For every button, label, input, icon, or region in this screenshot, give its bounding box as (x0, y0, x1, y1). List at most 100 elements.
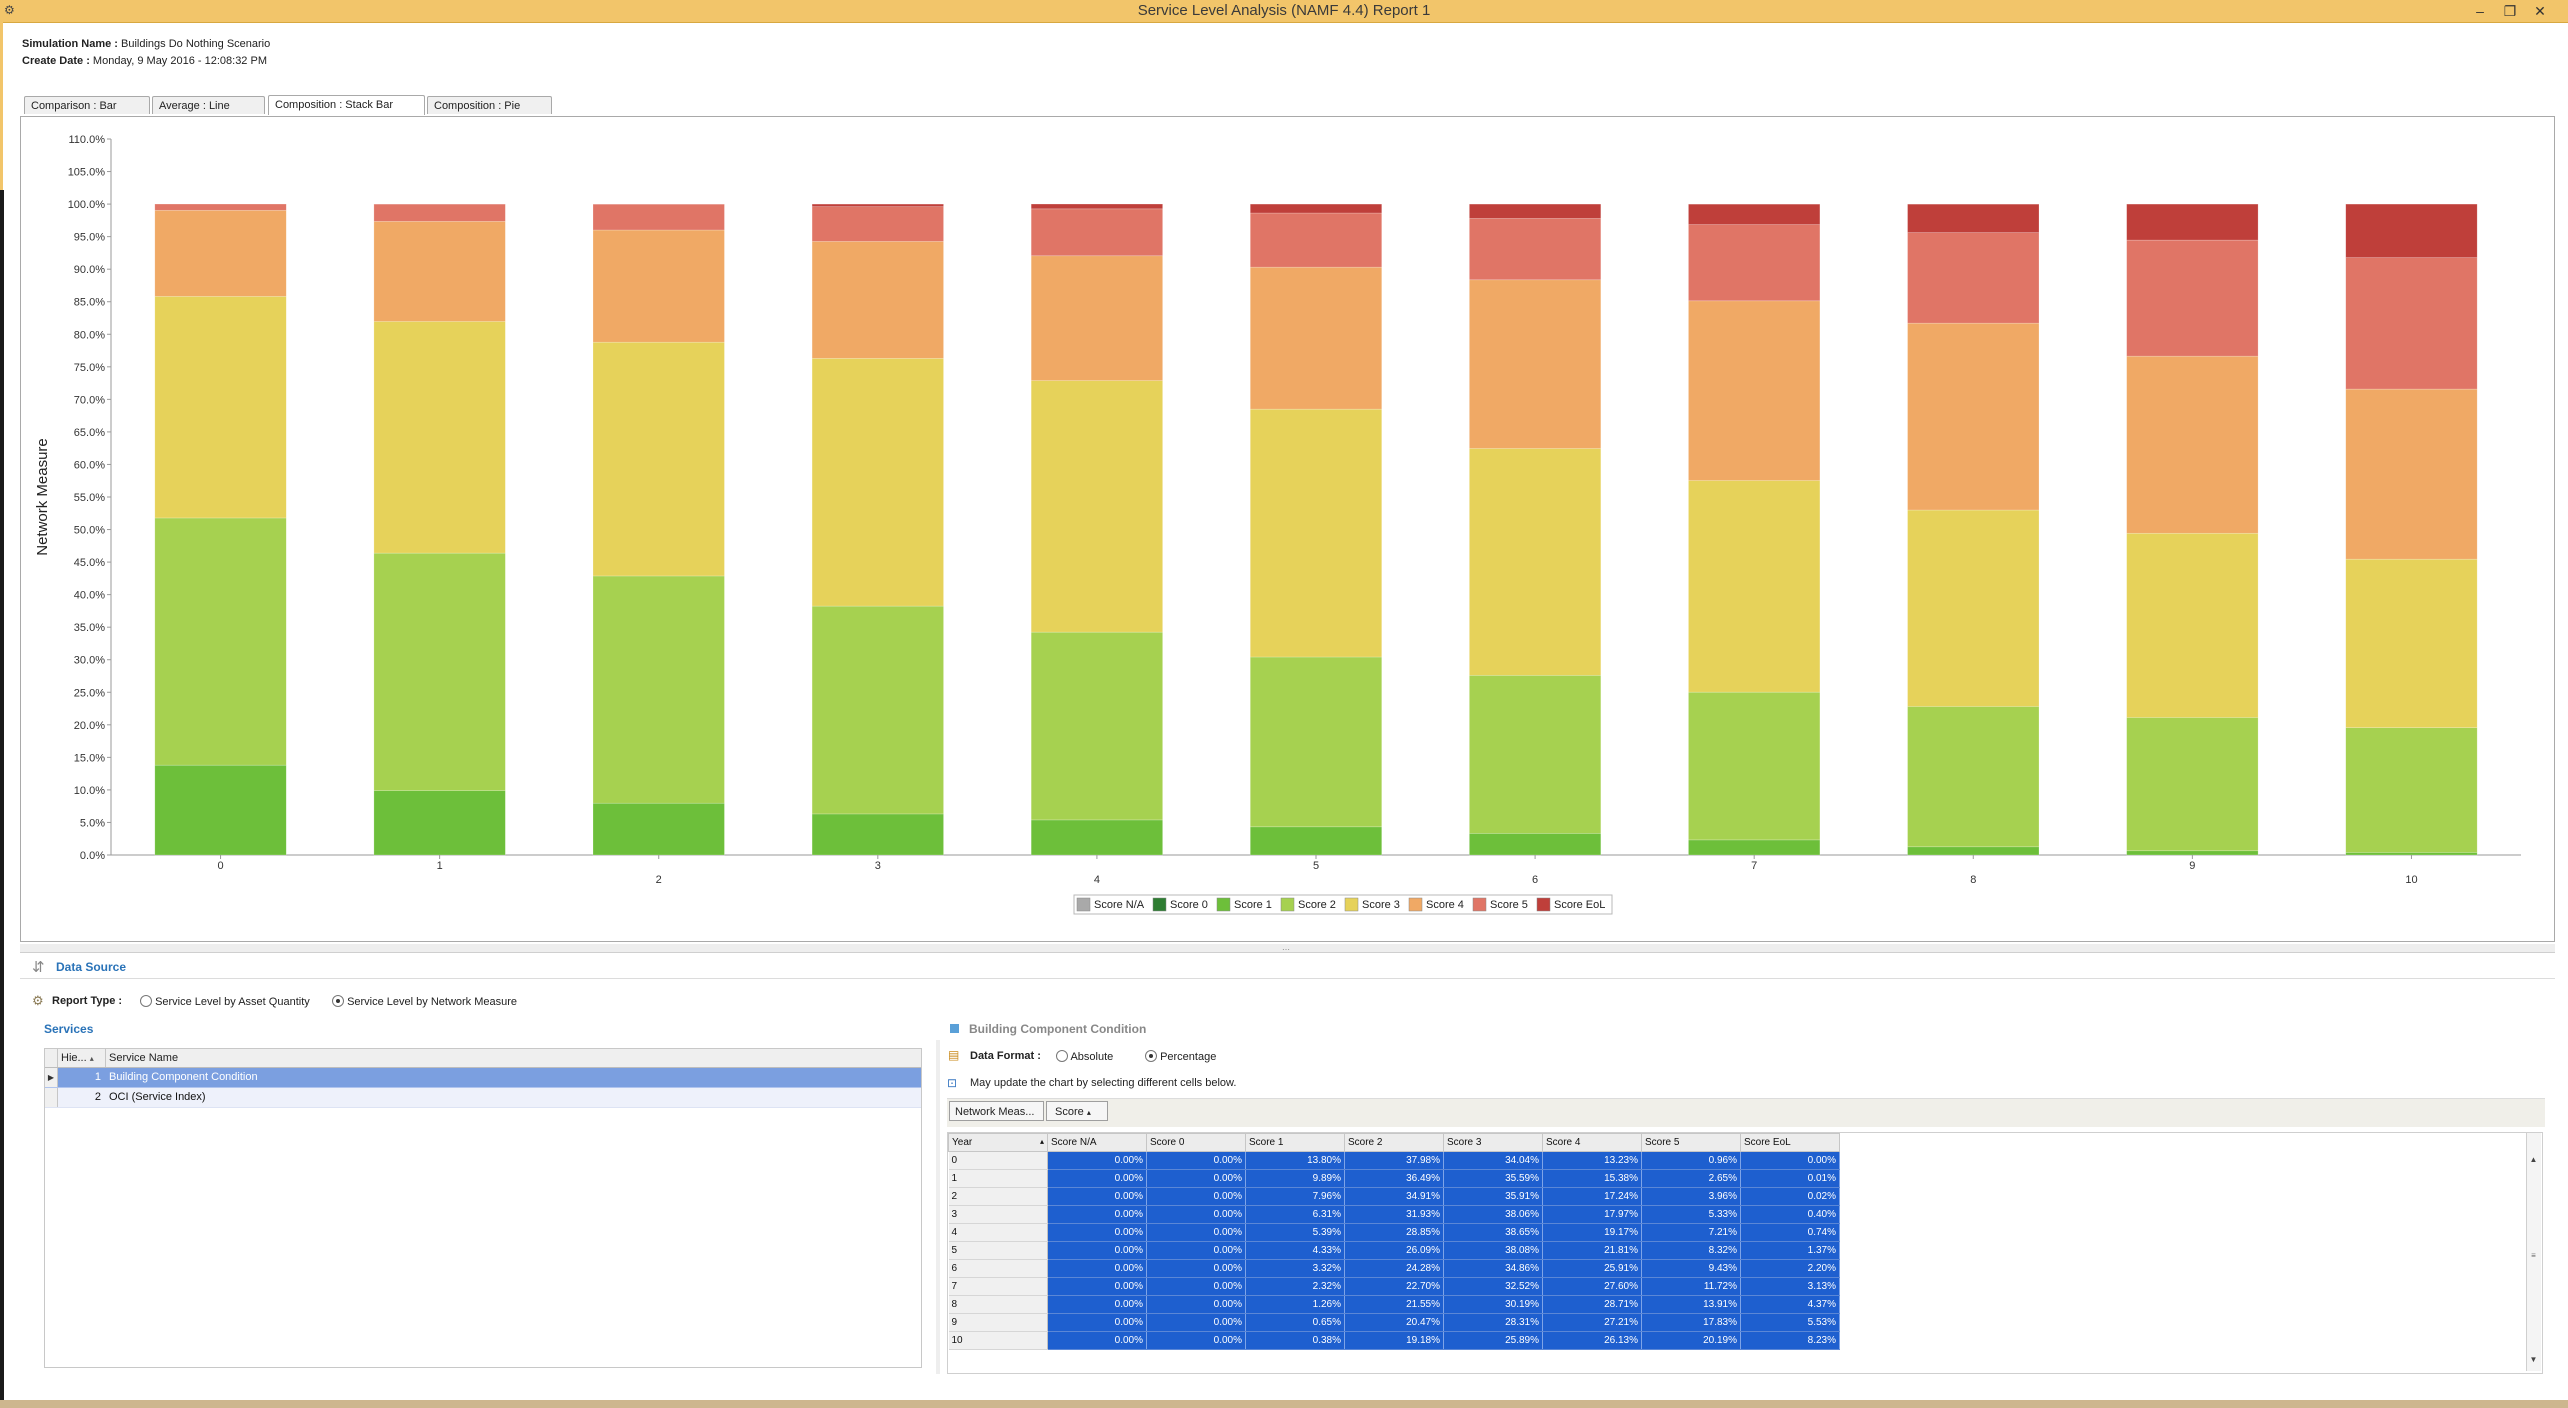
table-row[interactable]: 10 0.00% 0.00% 0.38% 19.18% 25.89% 26.13% 20.19… (948, 1331, 1840, 1350)
row-header-year[interactable]: 10 (948, 1331, 1048, 1350)
table-cell[interactable]: 13.80% (1245, 1151, 1345, 1170)
table-cell[interactable]: 0.00% (1047, 1277, 1147, 1296)
bar-segment[interactable] (154, 764, 287, 856)
column-header-hierarchy[interactable]: Hie... ▴ (59, 1049, 106, 1067)
bar-segment[interactable] (1688, 839, 1821, 856)
table-cell[interactable]: 2.32% (1245, 1277, 1345, 1296)
table-row[interactable]: 3 0.00% 0.00% 6.31% 31.93% 38.06% 17.97% 5.33% 0… (948, 1205, 1840, 1224)
table-cell[interactable]: 26.09% (1344, 1241, 1444, 1260)
bar-segment[interactable] (1688, 480, 1821, 693)
bar-segment[interactable] (811, 813, 944, 856)
table-row[interactable]: 0 0.00% 0.00% 13.80% 37.98% 34.04% 13.23% 0.96%… (948, 1151, 1840, 1170)
bar-segment[interactable] (373, 321, 506, 554)
table-cell[interactable]: 0.00% (1047, 1295, 1147, 1314)
bar-segment[interactable] (2126, 355, 2259, 534)
bar-segment[interactable] (1469, 203, 1602, 219)
table-cell[interactable]: 19.18% (1344, 1331, 1444, 1350)
bar-segment[interactable] (1469, 448, 1602, 676)
bar-segment[interactable] (592, 229, 725, 343)
bar-segment[interactable] (592, 341, 725, 577)
collapse-icon[interactable]: ⇵ (32, 959, 45, 976)
row-header-year[interactable]: 0 (948, 1151, 1048, 1170)
table-cell[interactable]: 0.38% (1245, 1331, 1345, 1350)
table-cell[interactable]: 28.31% (1443, 1313, 1543, 1332)
table-row[interactable]: 8 0.00% 0.00% 1.26% 21.55% 30.19% 28.71% 13.91%… (948, 1295, 1840, 1314)
table-cell[interactable]: 15.38% (1542, 1169, 1642, 1188)
table-cell[interactable]: 7.96% (1245, 1187, 1345, 1206)
bar-segment[interactable] (811, 241, 944, 359)
bar-segment[interactable] (1907, 322, 2040, 511)
bar-segment[interactable] (1688, 203, 1821, 225)
minimize-button[interactable]: – (2476, 3, 2484, 19)
tab-bar-chart[interactable]: Comparison : Bar Chart (24, 96, 150, 130)
table-cell[interactable]: 37.98% (1344, 1151, 1444, 1170)
bar-segment[interactable] (1907, 706, 2040, 848)
column-header-score[interactable]: Score 2 (1344, 1133, 1444, 1152)
table-cell[interactable]: 0.00% (1146, 1151, 1246, 1170)
table-cell[interactable]: 0.00% (1047, 1241, 1147, 1260)
option-network-measure[interactable]: Service Level by Network Measure (332, 995, 517, 1008)
bar-segment[interactable] (1030, 203, 1163, 210)
bar-segment[interactable] (373, 552, 506, 791)
table-cell[interactable]: 13.23% (1542, 1151, 1642, 1170)
table-cell[interactable]: 21.81% (1542, 1241, 1642, 1260)
table-cell[interactable]: 4.37% (1740, 1295, 1840, 1314)
table-row[interactable]: 4 0.00% 0.00% 5.39% 28.85% 38.65% 19.17% 7.21% 0… (948, 1223, 1840, 1242)
table-cell[interactable]: 34.86% (1443, 1259, 1543, 1278)
table-cell[interactable]: 0.00% (1047, 1223, 1147, 1242)
table-cell[interactable]: 22.70% (1344, 1277, 1444, 1296)
table-cell[interactable]: 0.00% (1146, 1169, 1246, 1188)
bar-segment[interactable] (2126, 203, 2259, 241)
bar-segment[interactable] (1249, 826, 1383, 856)
bar-segment[interactable] (2126, 850, 2259, 856)
table-cell[interactable]: 5.53% (1740, 1313, 1840, 1332)
option-asset-quantity[interactable]: Service Level by Asset Quantity (140, 995, 310, 1008)
bar-segment[interactable] (1469, 279, 1602, 449)
bar-segment[interactable] (1907, 203, 2040, 233)
bar-segment[interactable] (373, 790, 506, 856)
table-cell[interactable]: 28.71% (1542, 1295, 1642, 1314)
table-cell[interactable]: 0.00% (1146, 1277, 1246, 1296)
table-cell[interactable]: 30.19% (1443, 1295, 1543, 1314)
table-cell[interactable]: 8.23% (1740, 1331, 1840, 1350)
table-cell[interactable]: 34.91% (1344, 1187, 1444, 1206)
column-header-score[interactable]: Score EoL (1740, 1133, 1840, 1152)
table-cell[interactable]: 21.55% (1344, 1295, 1444, 1314)
bar-segment[interactable] (1249, 408, 1383, 658)
table-cell[interactable]: 0.65% (1245, 1313, 1345, 1332)
table-row[interactable]: 2 0.00% 0.00% 7.96% 34.91% 35.91% 17.24% 3.96% 0… (948, 1187, 1840, 1206)
table-cell[interactable]: 8.32% (1641, 1241, 1741, 1260)
table-cell[interactable]: 4.33% (1245, 1241, 1345, 1260)
column-header-score[interactable]: Score 3 (1443, 1133, 1543, 1152)
table-cell[interactable]: 0.00% (1146, 1313, 1246, 1332)
table-cell[interactable]: 3.13% (1740, 1277, 1840, 1296)
bar-segment[interactable] (811, 358, 944, 607)
option-percentage[interactable]: Percentage (1145, 1050, 1216, 1063)
table-cell[interactable]: 0.00% (1146, 1205, 1246, 1224)
table-cell[interactable]: 13.91% (1641, 1295, 1741, 1314)
table-cell[interactable]: 7.21% (1641, 1223, 1741, 1242)
field-chip-score[interactable]: Score ▴ (1046, 1101, 1108, 1121)
field-chip-network-measure[interactable]: Network Meas... (949, 1101, 1044, 1121)
bar-segment[interactable] (592, 575, 725, 804)
column-header-score[interactable]: Score 5 (1641, 1133, 1741, 1152)
table-cell[interactable]: 0.00% (1047, 1313, 1147, 1332)
table-cell[interactable]: 27.60% (1542, 1277, 1642, 1296)
table-cell[interactable]: 38.06% (1443, 1205, 1543, 1224)
table-cell[interactable]: 0.00% (1146, 1295, 1246, 1314)
table-cell[interactable]: 0.00% (1146, 1259, 1246, 1278)
table-cell[interactable]: 0.00% (1146, 1223, 1246, 1242)
table-cell[interactable]: 0.01% (1740, 1169, 1840, 1188)
close-button[interactable]: ✕ (2534, 3, 2546, 19)
table-cell[interactable]: 17.83% (1641, 1313, 1741, 1332)
bar-segment[interactable] (1030, 255, 1163, 381)
table-cell[interactable]: 35.91% (1443, 1187, 1543, 1206)
column-header-year[interactable]: Year ▴ (948, 1133, 1048, 1152)
bar-segment[interactable] (154, 296, 287, 519)
table-cell[interactable]: 28.85% (1344, 1223, 1444, 1242)
bar-segment[interactable] (1688, 300, 1821, 481)
bar-segment[interactable] (2345, 388, 2478, 560)
bar-segment[interactable] (1688, 691, 1821, 841)
bar-segment[interactable] (1030, 631, 1163, 821)
table-cell[interactable]: 5.39% (1245, 1223, 1345, 1242)
